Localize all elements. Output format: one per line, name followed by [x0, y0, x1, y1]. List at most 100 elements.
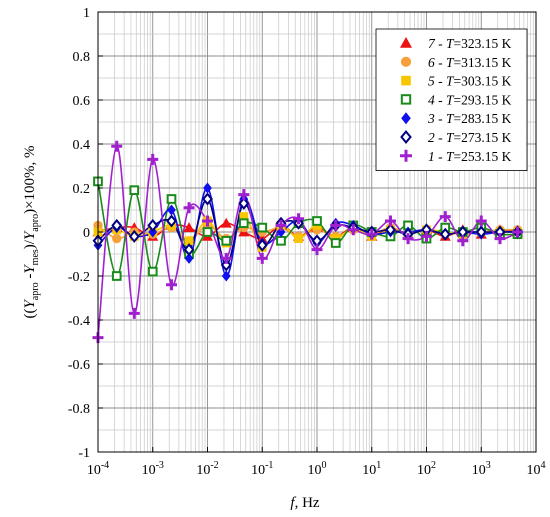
legend-label: 1 - T=253.15 K — [428, 149, 512, 164]
data-point — [239, 212, 249, 221]
data-point — [330, 238, 341, 248]
legend-label: 5 - T=303.15 K — [428, 74, 512, 89]
data-point — [257, 222, 268, 233]
data-point — [166, 194, 177, 204]
y-tick-label: 0.2 — [73, 182, 91, 197]
data-point — [167, 204, 176, 216]
data-point — [276, 235, 286, 246]
y-tick-label: 0.6 — [73, 94, 91, 109]
legend-label: 6 - T=313.15 K — [428, 55, 512, 70]
data-point — [238, 218, 249, 229]
data-point — [183, 243, 195, 257]
data-point — [220, 252, 232, 264]
legend-entry-4: 4 - T=293.15 K — [400, 92, 512, 107]
data-point — [475, 225, 487, 239]
legend: 7 - T=323.15 K 6 - T=313.15 K 5 - T=303.15… — [375, 28, 528, 172]
data-point — [400, 37, 412, 48]
data-point — [439, 211, 451, 223]
data-point — [184, 236, 194, 246]
y-tick-label: -0.8 — [68, 402, 90, 417]
x-tick-label: 102 — [417, 460, 436, 478]
data-point — [402, 233, 414, 245]
y-tick-label: 0.4 — [73, 138, 91, 153]
data-point — [238, 189, 250, 201]
data-point — [421, 230, 432, 242]
data-point — [439, 227, 451, 241]
y-tick-label: -0.2 — [68, 270, 90, 285]
data-point — [165, 279, 177, 291]
data-point — [294, 234, 303, 243]
data-point — [129, 185, 140, 196]
legend-entry-5: 5 - T=303.15 K — [401, 74, 512, 89]
data-point — [400, 149, 412, 162]
data-point — [147, 153, 159, 165]
data-point — [256, 238, 268, 252]
data-point — [256, 252, 268, 264]
data-point — [512, 226, 524, 238]
data-point — [366, 228, 378, 240]
data-point — [457, 235, 469, 247]
data-point — [400, 56, 412, 67]
x-axis-label-rest: , Hz — [295, 495, 320, 511]
data-point — [128, 229, 140, 243]
legend-entry-6: 6 - T=313.15 K — [400, 55, 512, 70]
data-point — [202, 192, 213, 206]
data-point — [475, 215, 487, 227]
series-layer — [92, 140, 524, 344]
legend-label: 3 - T=283.15 K — [427, 111, 512, 126]
legend-label: 4 - T=293.15 K — [428, 92, 512, 107]
y-tick-label: -1 — [78, 446, 90, 461]
data-point — [202, 227, 213, 237]
data-point — [401, 112, 411, 125]
data-point — [312, 216, 322, 226]
data-point — [183, 202, 195, 214]
data-point — [400, 130, 412, 144]
x-axis-label: f, Hz — [290, 495, 320, 511]
data-point — [111, 140, 123, 152]
axes: 1 0.8 0.6 0.4 0.2 0 -0.2 -0.4 -0.6 -0.8 -110-4 10-3… — [68, 6, 546, 478]
data-point — [276, 226, 286, 238]
data-point — [494, 233, 506, 245]
x-tick-label: 100 — [308, 460, 327, 478]
legend-entry-7: 7 - T=323.15 K — [400, 36, 512, 51]
y-tick-label: -0.4 — [68, 314, 90, 329]
data-point — [221, 270, 231, 282]
data-point — [385, 223, 396, 237]
data-point — [275, 219, 287, 231]
data-point — [147, 218, 159, 232]
x-tick-label: 10-4 — [87, 460, 109, 478]
legend-label: 7 - T=323.15 K — [428, 36, 512, 51]
series-markers-1 — [92, 140, 524, 344]
data-point — [111, 218, 123, 232]
data-point — [293, 213, 305, 225]
y-axis-label: ((Yapro -Ymes)/Yapro)×100%, % — [22, 145, 41, 318]
data-point — [311, 244, 323, 256]
data-point — [221, 235, 232, 246]
y-tick-label: 0.8 — [73, 50, 91, 65]
x-tick-label: 10-2 — [196, 460, 218, 478]
legend-entry-2: 2 - T=273.15 K — [400, 130, 512, 145]
data-point — [330, 219, 342, 231]
legend-entry-1: 1 - T=253.15 K — [400, 149, 512, 164]
data-point — [347, 224, 359, 236]
x-tick-label: 101 — [362, 460, 381, 478]
data-point — [183, 222, 195, 232]
data-point — [401, 75, 411, 86]
y-tick-label: -0.6 — [68, 358, 90, 373]
data-point — [220, 258, 232, 272]
data-point — [111, 271, 122, 281]
data-point — [203, 182, 212, 194]
data-point — [384, 215, 396, 227]
data-point — [112, 233, 122, 244]
x-tick-label: 104 — [527, 460, 546, 478]
x-tick-label: 10-3 — [142, 460, 164, 478]
data-point — [166, 214, 177, 228]
x-tick-label: 103 — [472, 460, 491, 478]
legend-label: 2 - T=273.15 K — [428, 130, 512, 145]
data-point — [202, 215, 213, 227]
data-point — [128, 307, 140, 319]
data-point — [184, 252, 194, 264]
data-point — [220, 217, 232, 228]
y-tick-label: 1 — [83, 6, 90, 21]
